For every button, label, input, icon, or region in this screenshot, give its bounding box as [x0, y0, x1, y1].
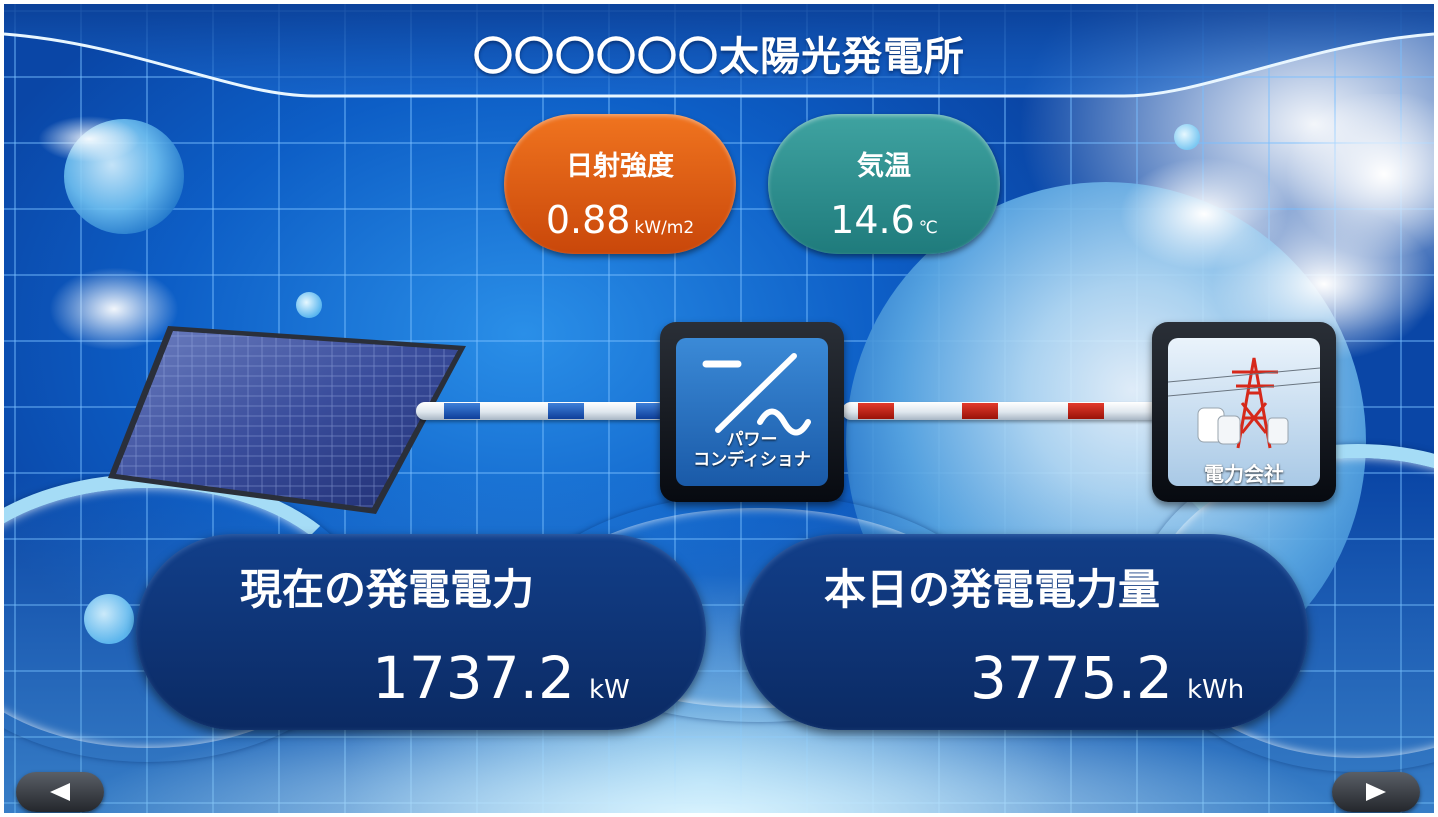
daily-energy-unit: kWh	[1186, 675, 1245, 705]
previous-page-button[interactable]	[16, 772, 104, 812]
inverter-label: パワー コンディショナ	[676, 430, 828, 470]
utility-label: 電力会社	[1204, 462, 1284, 486]
daily-energy-value: 3775.2	[970, 644, 1173, 712]
inverter-tile[interactable]: パワー コンディショナ	[660, 322, 844, 502]
triangle-left-icon	[50, 783, 70, 801]
daily-energy-title: 本日の発電電力量	[824, 565, 1161, 614]
current-power-unit: kW	[588, 675, 630, 705]
utility-tile[interactable]: 電力会社	[1152, 322, 1336, 502]
inverter-tile-inner: パワー コンディショナ	[676, 338, 828, 486]
daily-energy-panel: 本日の発電電力量 3775.2 kWh	[740, 534, 1308, 730]
power-tower-icon	[1168, 357, 1320, 449]
light-glow-decoration	[34, 114, 144, 164]
dashboard-screen: 〇〇〇〇〇〇太陽光発電所 日射強度 0.88 kW/m2 気温 14.6 ℃	[4, 4, 1434, 813]
next-page-button[interactable]	[1332, 772, 1420, 812]
title-banner: 〇〇〇〇〇〇太陽光発電所	[4, 4, 1434, 104]
dc-ac-converter-icon	[702, 353, 811, 436]
irradiance-value: 0.88	[545, 198, 631, 242]
bubble-decoration	[296, 292, 322, 318]
ac-connection-line	[842, 402, 1162, 420]
irradiance-value-line: 0.88 kW/m2	[504, 198, 736, 242]
current-power-value: 1737.2	[372, 644, 575, 712]
temperature-value: 14.6	[830, 198, 915, 242]
temperature-label: 気温	[857, 151, 911, 182]
irradiance-unit: kW/m2	[634, 218, 695, 238]
triangle-right-icon	[1366, 783, 1386, 801]
daily-energy-value-line: 3775.2 kWh	[970, 644, 1244, 712]
dc-line-segment	[548, 403, 584, 419]
temperature-value-line: 14.6 ℃	[768, 198, 1000, 242]
dc-connection-line	[416, 402, 672, 420]
utility-tile-inner: 電力会社	[1168, 338, 1320, 486]
irradiance-label: 日射強度	[566, 151, 674, 182]
page-title: 〇〇〇〇〇〇太陽光発電所	[473, 34, 965, 80]
title-banner-frame	[4, 4, 1434, 98]
current-power-title: 現在の発電電力	[240, 565, 535, 614]
current-power-value-line: 1737.2 kW	[372, 644, 630, 712]
temperature-badge: 気温 14.6 ℃	[768, 114, 1000, 254]
current-power-panel: 現在の発電電力 1737.2 kW	[136, 534, 706, 730]
dc-line-segment	[444, 403, 480, 419]
inverter-label-line2: コンディショナ	[693, 450, 811, 470]
ac-line-segment	[962, 403, 998, 419]
temperature-unit: ℃	[918, 218, 938, 238]
ac-line-segment	[858, 403, 894, 419]
ac-line-segment	[1068, 403, 1104, 419]
bubble-decoration	[1174, 124, 1200, 150]
light-glow-decoration	[44, 264, 184, 354]
inverter-label-line1: パワー	[726, 430, 778, 450]
solar-panel-icon	[108, 326, 466, 514]
irradiance-badge: 日射強度 0.88 kW/m2	[504, 114, 736, 254]
